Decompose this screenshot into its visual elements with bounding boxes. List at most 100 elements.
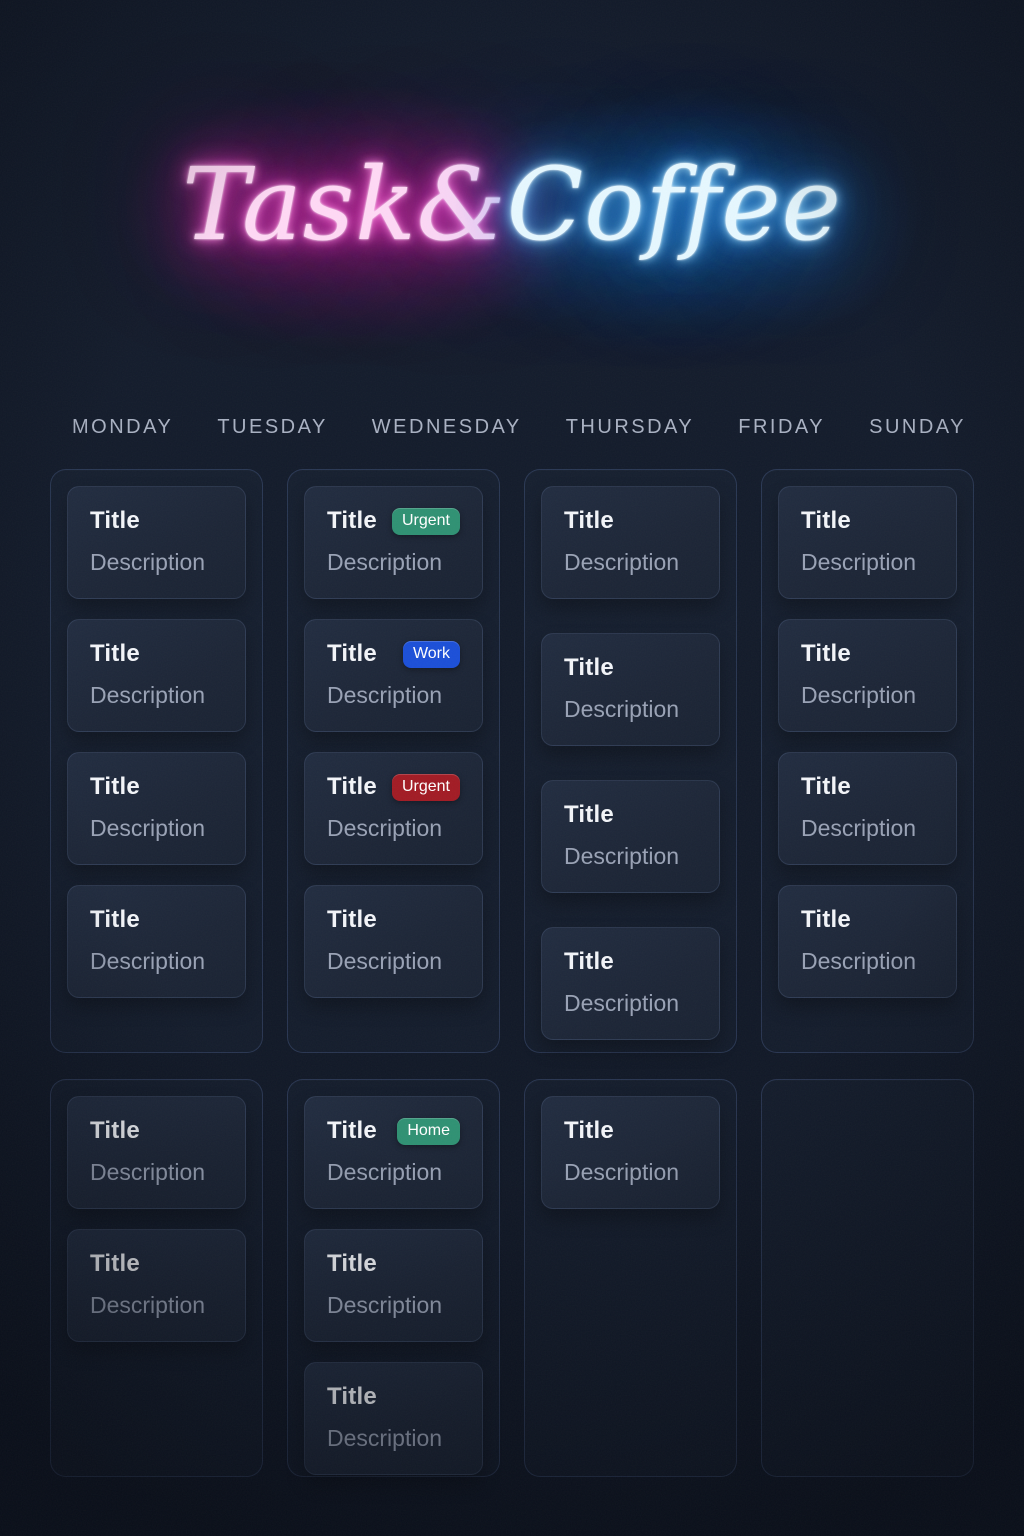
task-card[interactable]: Title Description <box>541 486 720 599</box>
task-card-header: Title Urgent <box>327 507 460 535</box>
task-card[interactable]: Title Description <box>304 1362 483 1475</box>
day-header-thursday: THURSDAY <box>565 416 695 438</box>
task-description: Description <box>90 682 206 708</box>
task-card[interactable]: Title Description <box>778 486 957 599</box>
day-header-friday: FRIDAY <box>738 416 826 438</box>
task-description: Description <box>801 948 917 974</box>
task-card[interactable]: Title Description <box>67 1229 246 1342</box>
app-title: Task&Coffee <box>0 130 1024 280</box>
task-badge-urgent: Urgent <box>391 507 460 535</box>
task-card[interactable]: Title Description <box>67 619 246 732</box>
task-title: Title <box>801 507 851 534</box>
app-header: Task&Coffee <box>0 0 1024 300</box>
task-description: Description <box>327 1292 443 1318</box>
task-card[interactable]: Title Description <box>67 885 246 998</box>
task-card-header: Title <box>90 1250 223 1278</box>
task-title: Title <box>90 1117 140 1144</box>
task-card-header: Title Home <box>327 1117 460 1145</box>
task-description: Description <box>90 549 206 575</box>
task-card-header: Title <box>564 654 697 682</box>
card-list: Title Description Title Description Titl… <box>67 486 246 998</box>
board-column-8 <box>761 1079 974 1477</box>
task-title: Title <box>327 773 377 800</box>
task-description: Description <box>801 682 917 708</box>
task-card[interactable]: Title Description <box>541 927 720 1040</box>
task-card[interactable]: Title Description <box>67 752 246 865</box>
task-title: Title <box>90 773 140 800</box>
task-description: Description <box>801 549 917 575</box>
task-card[interactable]: Title Urgent Description <box>304 486 483 599</box>
card-list: Title Description Title Description <box>67 1096 246 1342</box>
task-card-header: Title <box>564 801 697 829</box>
day-header-tuesday: TUESDAY <box>217 416 328 438</box>
board-column-7: Title Description <box>524 1079 737 1477</box>
day-header-sunday: SUNDAY <box>869 416 966 438</box>
page: Task&Coffee MONDAY TUESDAY WEDNESDAY THU… <box>0 0 1024 1477</box>
task-badge-home: Home <box>397 1117 460 1145</box>
task-card-header: Title <box>90 640 223 668</box>
task-title: Title <box>327 906 377 933</box>
task-card[interactable]: Title Description <box>304 1229 483 1342</box>
board-column-1: Title Description Title Description Titl… <box>50 469 263 1053</box>
task-card[interactable]: Title Description <box>304 885 483 998</box>
task-title: Title <box>327 640 377 667</box>
task-title: Title <box>801 640 851 667</box>
board-column-2: Title Urgent Description Title Work Desc… <box>287 469 500 1053</box>
task-badge-urgent: Urgent <box>391 773 460 801</box>
task-description: Description <box>564 990 680 1016</box>
task-title: Title <box>90 507 140 534</box>
task-card-header: Title <box>564 1117 697 1145</box>
task-card-header: Title <box>90 507 223 535</box>
task-card[interactable]: Title Work Description <box>304 619 483 732</box>
card-list: Title Description Title Description Titl… <box>778 486 957 998</box>
task-card[interactable]: Title Description <box>778 752 957 865</box>
task-title: Title <box>90 640 140 667</box>
day-header-wednesday: WEDNESDAY <box>371 416 522 438</box>
day-header-row: MONDAY TUESDAY WEDNESDAY THURSDAY FRIDAY… <box>50 416 974 439</box>
task-description: Description <box>327 549 443 575</box>
task-description: Description <box>564 549 680 575</box>
task-description: Description <box>801 815 917 841</box>
task-card[interactable]: Title Description <box>541 633 720 746</box>
task-description: Description <box>90 948 206 974</box>
task-description: Description <box>564 1159 680 1185</box>
card-list: Title Description <box>541 1096 720 1209</box>
task-title: Title <box>564 801 614 828</box>
task-card[interactable]: Title Description <box>67 1096 246 1209</box>
task-card[interactable]: Title Description <box>778 885 957 998</box>
task-description: Description <box>564 696 680 722</box>
task-card[interactable]: Title Description <box>67 486 246 599</box>
task-card-header: Title <box>90 1117 223 1145</box>
task-title: Title <box>327 1383 377 1410</box>
task-card-header: Title <box>564 948 697 976</box>
task-badge-work: Work <box>402 640 460 668</box>
task-title: Title <box>801 906 851 933</box>
board-column-5: Title Description Title Description <box>50 1079 263 1477</box>
task-card[interactable]: Title Description <box>778 619 957 732</box>
card-list: Title Description Title Description Titl… <box>541 486 720 1040</box>
task-description: Description <box>327 1159 443 1185</box>
task-card[interactable]: Title Description <box>541 1096 720 1209</box>
task-card-header: Title Work <box>327 640 460 668</box>
task-title: Title <box>801 773 851 800</box>
task-title: Title <box>327 507 377 534</box>
day-header-monday: MONDAY <box>72 416 174 438</box>
task-title: Title <box>90 906 140 933</box>
task-board: Title Description Title Description Titl… <box>50 469 974 1477</box>
task-card-header: Title <box>564 507 697 535</box>
board-column-4: Title Description Title Description Titl… <box>761 469 974 1053</box>
task-card[interactable]: Title Description <box>541 780 720 893</box>
task-card-header: Title <box>327 1250 460 1278</box>
task-description: Description <box>327 815 443 841</box>
task-card-header: Title <box>90 773 223 801</box>
app-title-coffee: Coffee <box>506 146 842 263</box>
task-card[interactable]: Title Urgent Description <box>304 752 483 865</box>
task-description: Description <box>327 682 443 708</box>
task-card-header: Title <box>90 906 223 934</box>
task-description: Description <box>90 815 206 841</box>
task-card-header: Title <box>801 640 934 668</box>
task-card[interactable]: Title Home Description <box>304 1096 483 1209</box>
task-card-header: Title <box>801 773 934 801</box>
task-title: Title <box>327 1250 377 1277</box>
task-card-header: Title <box>801 906 934 934</box>
